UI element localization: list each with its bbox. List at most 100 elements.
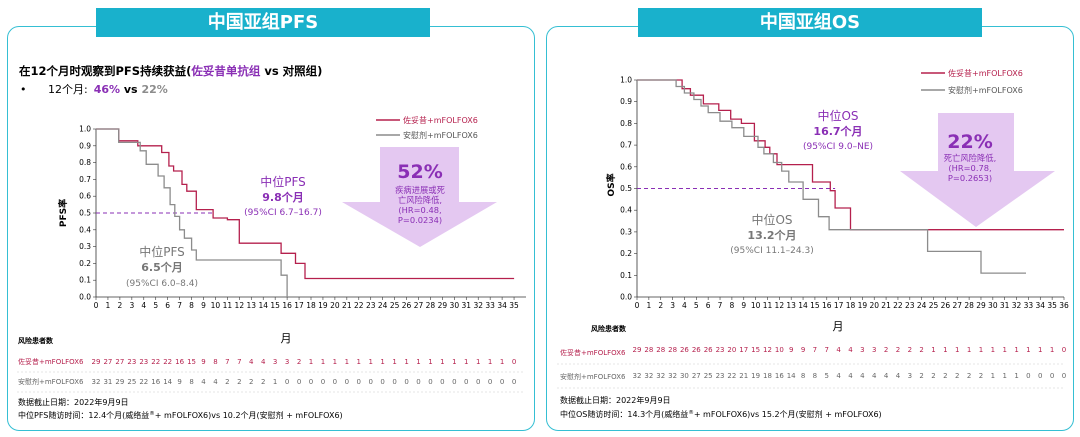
os-x-tick-label: 30 <box>988 301 998 310</box>
os-risk-t-row: 29 28 28 28 26 26 26 23 20 17 15 12 10 9 9 7 7 4 4 3 3 2 2 2 2 1 1… <box>633 346 1067 354</box>
os-series-control <box>637 79 1026 274</box>
os-median-t-label: 中位OS <box>817 108 858 123</box>
pfs-x-tick-label: 5 <box>153 301 158 310</box>
os-risk-c-value: 2 <box>955 372 959 380</box>
os-risk-c-value: 0 <box>1026 372 1030 380</box>
pfs-y-tick-label: 0.7 <box>79 175 91 184</box>
pfs-risk-t-row: 29 27 27 23 23 22 22 16 15 9 8 7 7 4 4 3 3 2 1 1 1 1 1 1 1 1 1 1 1 1 1… <box>92 358 517 366</box>
pfs-x-tick-label: 30 <box>450 301 460 310</box>
os-x-tick-label: 13 <box>786 301 796 310</box>
os-risk-t-value: 26 <box>692 346 701 354</box>
pfs-x-tick-label: 12 <box>235 301 245 310</box>
pfs-x-tick-label: 27 <box>414 301 424 310</box>
os-risk-c-value: 2 <box>967 372 971 380</box>
pfs-y-tick-label: 0.1 <box>79 276 91 285</box>
os-series-treatment <box>637 79 1064 231</box>
os-x-tick-label: 14 <box>798 301 808 310</box>
os-risk-c-value: 8 <box>801 372 805 380</box>
pfs-x-tick-label: 21 <box>342 301 352 310</box>
os-risk-t-value: 15 <box>751 346 760 354</box>
os-risk-t-value: 1 <box>1026 346 1030 354</box>
os-x-tick-label: 8 <box>729 301 734 310</box>
os-risk-c-value: 5 <box>825 372 829 380</box>
pfs-x-tick-label: 24 <box>378 301 388 310</box>
os-x-tick-label: 12 <box>775 301 785 310</box>
pfs-risk-c-value: 31 <box>103 378 112 386</box>
os-y-tick-label: 0.7 <box>620 141 632 150</box>
os-hr-text-1: 死亡风险降低, <box>944 153 996 163</box>
os-x-tick-label: 24 <box>917 301 927 310</box>
os-legend-control: 安慰剂+mFOLFOX6 <box>948 85 1023 95</box>
os-followup: 中位OS随访时间：14.3个月(威络益®+ mFOLFOX6)vs 15.2个月… <box>560 409 882 419</box>
pfs-x-tick-label: 13 <box>247 301 257 310</box>
pfs-x-tick-label: 32 <box>473 301 483 310</box>
os-risk-c-value: 16 <box>775 372 784 380</box>
pfs-risk-t-value: 27 <box>115 358 124 366</box>
pfs-risk-c-value: 0 <box>416 378 420 386</box>
os-risk-t-value: 4 <box>848 346 853 354</box>
pfs-y-tick-label: 1.0 <box>79 125 91 134</box>
pfs-risk-t-value: 1 <box>500 358 504 366</box>
os-x-tick-label: 5 <box>694 301 699 310</box>
pfs-risk-c-value: 32 <box>92 378 101 386</box>
os-risk-c-value: 22 <box>727 372 736 380</box>
pfs-x-tick-label: 7 <box>177 301 182 310</box>
pfs-risk-c-value: 0 <box>404 378 408 386</box>
os-risk-c-value: 0 <box>1038 372 1042 380</box>
pfs-risk-c-value: 0 <box>500 378 504 386</box>
os-risk-c-value: 1 <box>1002 372 1006 380</box>
os-x-tick-label: 23 <box>905 301 915 310</box>
pfs-risk-t-value: 8 <box>213 358 217 366</box>
pfs-x-tick-label: 33 <box>485 301 495 310</box>
os-risk-t-value: 0 <box>1062 346 1066 354</box>
pfs-y-tick-label: 0.2 <box>79 259 91 268</box>
os-x-tick-label: 0 <box>635 301 640 310</box>
pfs-risk-c-value: 0 <box>392 378 396 386</box>
pfs-risk-t-value: 1 <box>404 358 408 366</box>
os-risk-c-value: 0 <box>1062 372 1066 380</box>
os-x-tick-label: 35 <box>1047 301 1057 310</box>
pfs-risk-t-value: 1 <box>476 358 480 366</box>
os-x-tick-label: 33 <box>1024 301 1034 310</box>
os-y-tick-label: 0.9 <box>620 97 632 106</box>
pfs-y-tick-label: 0.5 <box>79 209 91 218</box>
pfs-median-c-ci: (95%CI 6.0–8.4) <box>126 279 198 289</box>
pfs-y-axis-title: PFS率 <box>57 199 69 227</box>
os-risk-c-value: 4 <box>848 372 853 380</box>
os-x-tick-label: 22 <box>893 301 903 310</box>
pfs-subtitle: 在12个月时观察到PFS持续获益(佐妥昔单抗组 vs 对照组) <box>19 64 322 78</box>
pfs-median-t-ci: (95%CI 6.7–16.7) <box>244 208 322 218</box>
pfs-risk-c-value: 14 <box>163 378 172 386</box>
pfs-y-tick-label: 0.9 <box>79 141 91 150</box>
os-x-tick-label: 19 <box>858 301 868 310</box>
os-x-tick-label: 7 <box>718 301 723 310</box>
os-risk-t-value: 1 <box>1014 346 1018 354</box>
pfs-risk-t-value: 23 <box>139 358 148 366</box>
os-risk-t-value: 9 <box>789 346 793 354</box>
pfs-x-tick-label: 29 <box>438 301 448 310</box>
pfs-risk-c-value: 0 <box>368 378 372 386</box>
pfs-risk-c-value: 2 <box>225 378 229 386</box>
os-risk-t-value: 1 <box>1038 346 1042 354</box>
os-curves <box>637 79 1064 274</box>
os-legend-treatment: 佐妥昔+mFOLFOX6 <box>948 68 1023 78</box>
pfs-risk-t-value: 15 <box>187 358 196 366</box>
pfs-risk-t-value: 7 <box>225 358 229 366</box>
os-risk-t-value: 28 <box>656 346 665 354</box>
os-risk-c-value: 3 <box>908 372 912 380</box>
os-risk-c-value: 32 <box>644 372 653 380</box>
os-median-c-value: 13.2个月 <box>747 228 796 242</box>
pfs-risk-c-value: 0 <box>488 378 492 386</box>
os-risk-t-value: 7 <box>813 346 817 354</box>
pfs-risk-c-value: 0 <box>512 378 516 386</box>
os-x-tick-label: 25 <box>929 301 939 310</box>
os-risk-c-value: 14 <box>787 372 796 380</box>
pfs-risk-header: 风险患者数 <box>18 336 54 345</box>
pfs-risk-t-value: 1 <box>321 358 325 366</box>
pfs-risk-c-value: 9 <box>177 378 181 386</box>
pfs-x-tick-label: 15 <box>270 301 280 310</box>
os-risk-c-value: 4 <box>884 372 889 380</box>
pfs-risk-t-value: 4 <box>249 358 254 366</box>
os-risk-t-value: 4 <box>836 346 841 354</box>
pfs-risk-c-value: 0 <box>345 378 349 386</box>
